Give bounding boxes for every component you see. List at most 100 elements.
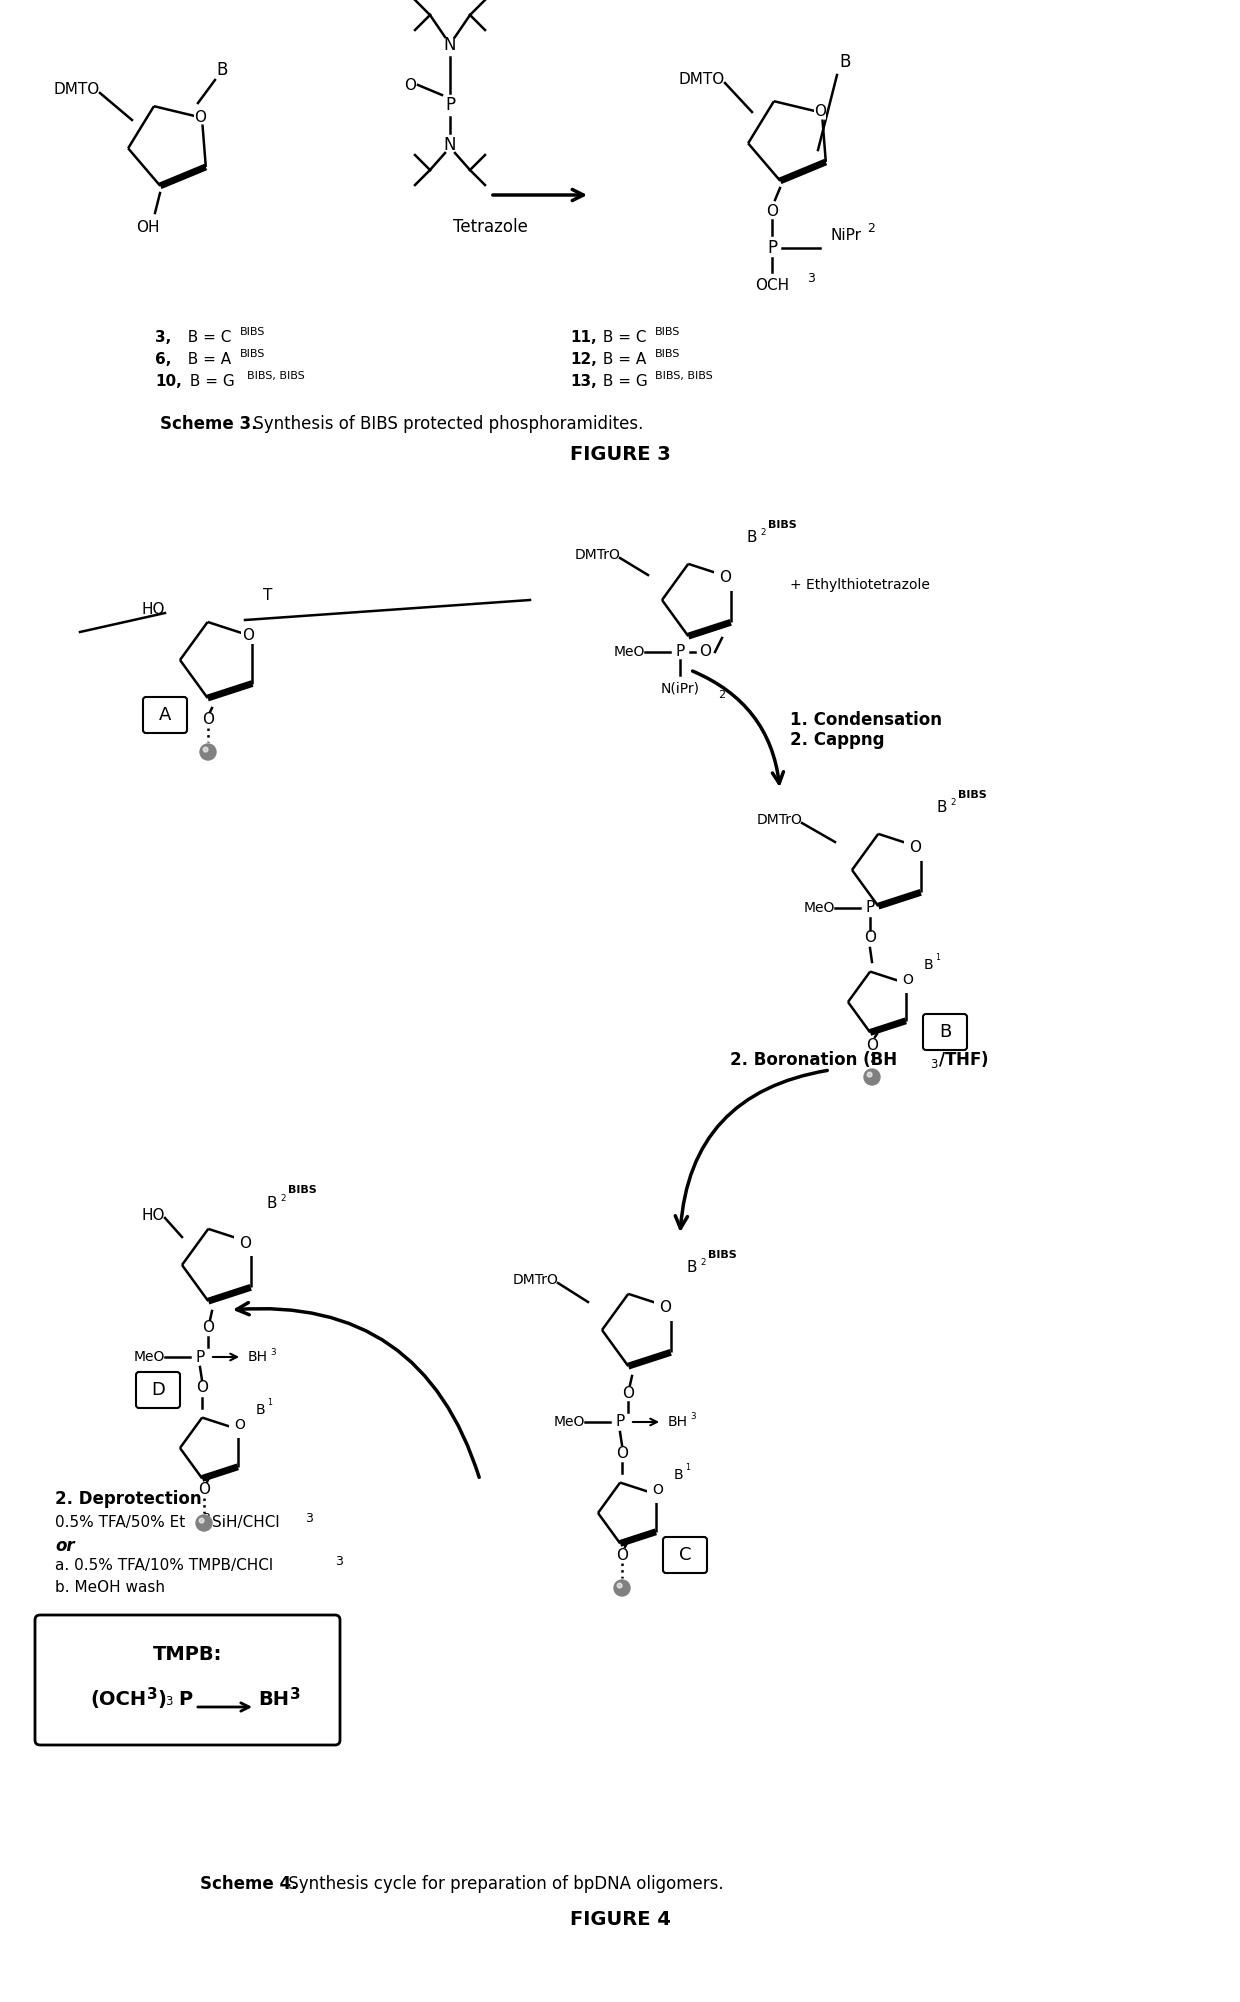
Text: B = A: B = A	[598, 352, 646, 366]
Text: Scheme 3.: Scheme 3.	[160, 414, 258, 432]
Text: $_1$: $_1$	[267, 1397, 273, 1409]
Circle shape	[864, 1069, 880, 1085]
Circle shape	[196, 1516, 212, 1532]
FancyBboxPatch shape	[35, 1616, 340, 1746]
Text: O: O	[866, 1037, 878, 1053]
Text: P: P	[866, 901, 874, 915]
Text: P: P	[196, 1349, 205, 1365]
Text: B = C: B = C	[179, 330, 232, 344]
Text: 13,: 13,	[570, 374, 596, 388]
Text: D: D	[151, 1381, 165, 1399]
Text: N: N	[444, 136, 456, 154]
Circle shape	[200, 1518, 205, 1524]
Text: B: B	[216, 60, 228, 78]
Text: O: O	[242, 627, 254, 643]
Text: BIBS: BIBS	[655, 326, 681, 336]
Text: SiH/CHCl: SiH/CHCl	[212, 1516, 280, 1530]
Text: 3: 3	[807, 272, 815, 284]
Text: MeO: MeO	[134, 1349, 165, 1363]
Text: B: B	[936, 801, 947, 815]
Text: OH: OH	[136, 220, 160, 234]
Text: 3: 3	[305, 1512, 312, 1526]
Text: 6,: 6,	[155, 352, 171, 366]
Text: $_1$: $_1$	[935, 951, 941, 965]
Text: O: O	[202, 1321, 215, 1335]
Text: 3: 3	[290, 1688, 300, 1702]
Text: FIGURE 4: FIGURE 4	[569, 1910, 671, 1930]
Text: P: P	[766, 238, 777, 256]
Text: B = C: B = C	[598, 330, 646, 344]
Text: O: O	[198, 1483, 210, 1497]
Text: $_3$/THF): $_3$/THF)	[930, 1049, 988, 1071]
Text: TMPB:: TMPB:	[154, 1646, 223, 1664]
Circle shape	[618, 1584, 622, 1588]
Circle shape	[203, 747, 208, 753]
Text: B: B	[267, 1195, 278, 1211]
Text: $_1$: $_1$	[684, 1461, 692, 1473]
Text: B = G: B = G	[598, 374, 647, 388]
Text: B: B	[939, 1023, 951, 1041]
Text: DMTrO: DMTrO	[574, 549, 620, 563]
Text: P: P	[179, 1690, 192, 1710]
Text: P: P	[445, 96, 455, 114]
Text: Synthesis cycle for preparation of bpDNA oligomers.: Synthesis cycle for preparation of bpDNA…	[283, 1876, 724, 1894]
Text: NiPr: NiPr	[830, 228, 861, 242]
Text: O: O	[864, 931, 875, 945]
Text: T: T	[263, 587, 273, 603]
Text: B: B	[746, 531, 758, 545]
Text: DMTrO: DMTrO	[512, 1273, 558, 1287]
Text: 2: 2	[867, 222, 875, 234]
Text: O: O	[719, 571, 732, 585]
Text: B: B	[687, 1261, 697, 1275]
Text: O: O	[813, 104, 826, 120]
Text: B: B	[839, 52, 851, 70]
Text: O: O	[903, 973, 914, 987]
Text: b. MeOH wash: b. MeOH wash	[55, 1580, 165, 1596]
Circle shape	[614, 1580, 630, 1596]
Text: $_3$: $_3$	[270, 1345, 277, 1357]
Text: 1. Condensation
2. Cappng: 1. Condensation 2. Cappng	[790, 711, 942, 749]
Text: BH: BH	[248, 1349, 268, 1363]
Text: BIBS: BIBS	[708, 1249, 737, 1259]
Text: P: P	[615, 1415, 625, 1429]
Text: O: O	[616, 1445, 627, 1461]
Text: BIBS: BIBS	[768, 521, 797, 531]
Text: a. 0.5% TFA/10% TMPB/CHCl: a. 0.5% TFA/10% TMPB/CHCl	[55, 1558, 273, 1574]
Text: DMTO: DMTO	[678, 72, 725, 88]
Text: MeO: MeO	[804, 901, 835, 915]
Text: $_2$: $_2$	[950, 795, 957, 809]
Text: + Ethylthiotetrazole: + Ethylthiotetrazole	[790, 579, 930, 593]
Text: OCH: OCH	[755, 278, 789, 292]
FancyBboxPatch shape	[923, 1013, 967, 1049]
Text: FIGURE 3: FIGURE 3	[569, 444, 671, 464]
Text: O: O	[622, 1385, 634, 1401]
Text: Tetrazole: Tetrazole	[453, 218, 527, 236]
Text: (OCH: (OCH	[91, 1690, 146, 1710]
Text: HO: HO	[141, 1207, 165, 1223]
Text: $_3$: $_3$	[689, 1409, 697, 1423]
Text: 2. Deprotection: 2. Deprotection	[55, 1489, 202, 1508]
FancyBboxPatch shape	[143, 697, 187, 733]
Text: 12,: 12,	[570, 352, 596, 366]
Text: BIBS: BIBS	[241, 326, 265, 336]
Text: BIBS, BIBS: BIBS, BIBS	[247, 370, 305, 380]
Text: BH: BH	[258, 1690, 289, 1710]
FancyBboxPatch shape	[663, 1538, 707, 1574]
Text: or: or	[55, 1538, 74, 1556]
Text: ): )	[157, 1690, 166, 1710]
Text: MeO: MeO	[553, 1415, 585, 1429]
Text: $_3$: $_3$	[165, 1690, 174, 1708]
Text: 10,: 10,	[155, 374, 182, 388]
Text: 3: 3	[202, 1512, 210, 1526]
Text: MeO: MeO	[614, 645, 645, 659]
Text: O: O	[909, 841, 921, 855]
Text: $_2$: $_2$	[280, 1191, 286, 1203]
Text: O: O	[239, 1235, 250, 1251]
Text: O: O	[404, 78, 415, 92]
Text: 2. Boronation (BH: 2. Boronation (BH	[730, 1051, 897, 1069]
Text: N: N	[444, 36, 456, 54]
Text: DMTO: DMTO	[53, 82, 100, 98]
Text: BIBS: BIBS	[288, 1185, 316, 1195]
Text: BIBS: BIBS	[959, 791, 987, 801]
Text: 0.5% TFA/50% Et: 0.5% TFA/50% Et	[55, 1516, 185, 1530]
